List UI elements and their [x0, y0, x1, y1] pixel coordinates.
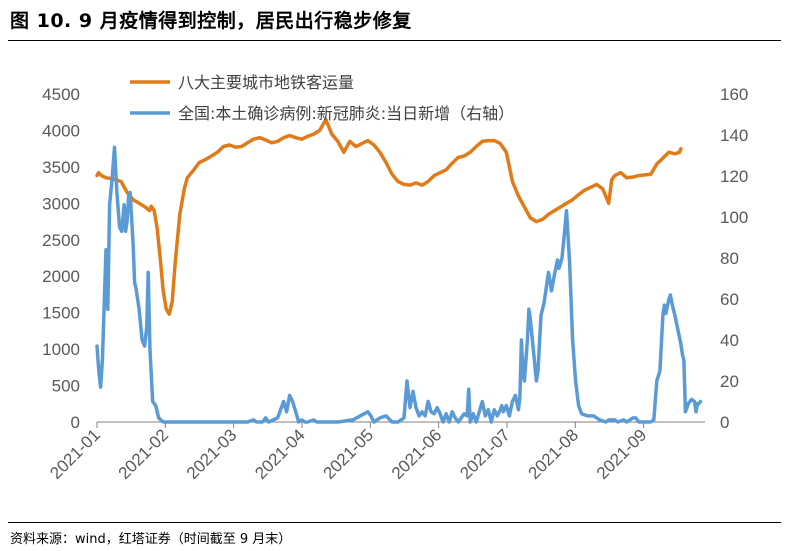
y-right-tick-label: 20 — [720, 372, 739, 391]
y-left-tick-label: 2000 — [42, 267, 80, 286]
y-right-tick-label: 140 — [720, 126, 748, 145]
y-left-tick-label: 2500 — [42, 231, 80, 250]
x-tick-label: 2021-07 — [456, 425, 514, 483]
y-left-tick-label: 3000 — [42, 194, 80, 213]
y-right-tick-label: 160 — [720, 85, 748, 104]
x-tick-label: 2021-09 — [593, 425, 651, 483]
x-tick-label: 2021-04 — [251, 425, 309, 483]
y-right-tick-label: 0 — [720, 413, 729, 432]
source-note: 资料来源：wind，红塔证券（时间截至 9 月末） — [10, 532, 292, 547]
source-rule — [8, 522, 781, 523]
x-tick-label: 2021-01 — [46, 425, 104, 483]
legend-label-metro: 八大主要城市地铁客运量 — [178, 73, 354, 92]
x-tick-label: 2021-03 — [183, 425, 241, 483]
y-left-tick-label: 0 — [71, 413, 80, 432]
x-tick-label: 2021-06 — [388, 425, 446, 483]
y-right-tick-label: 120 — [720, 167, 748, 186]
series-layer — [95, 117, 703, 424]
y-right-tick-label: 100 — [720, 208, 748, 227]
series-line-new-cases — [95, 145, 703, 424]
title-rule — [8, 40, 781, 41]
y-left-tick-label: 1500 — [42, 304, 80, 323]
legend-label-cases: 全国:本土确诊病例:新冠肺炎:当日新增（右轴） — [178, 104, 514, 123]
y-left-tick-label: 1000 — [42, 340, 80, 359]
y-right-tick-label: 80 — [720, 249, 739, 268]
y-left-tick-label: 3500 — [42, 158, 80, 177]
series-line-metro-ridership — [95, 117, 683, 316]
x-tick-label: 2021-02 — [115, 425, 173, 483]
y-right-tick-label: 60 — [720, 290, 739, 309]
x-tick-label: 2021-05 — [320, 425, 378, 483]
x-tick-label: 2021-08 — [525, 425, 583, 483]
chart-title: 图 10. 9 月疫情得到控制，居民出行稳步修复 — [10, 10, 412, 32]
y-right-tick-label: 40 — [720, 331, 739, 350]
y-left-tick-label: 4500 — [42, 85, 80, 104]
y-left-tick-label: 500 — [52, 377, 80, 396]
y-left-tick-label: 4000 — [42, 121, 80, 140]
